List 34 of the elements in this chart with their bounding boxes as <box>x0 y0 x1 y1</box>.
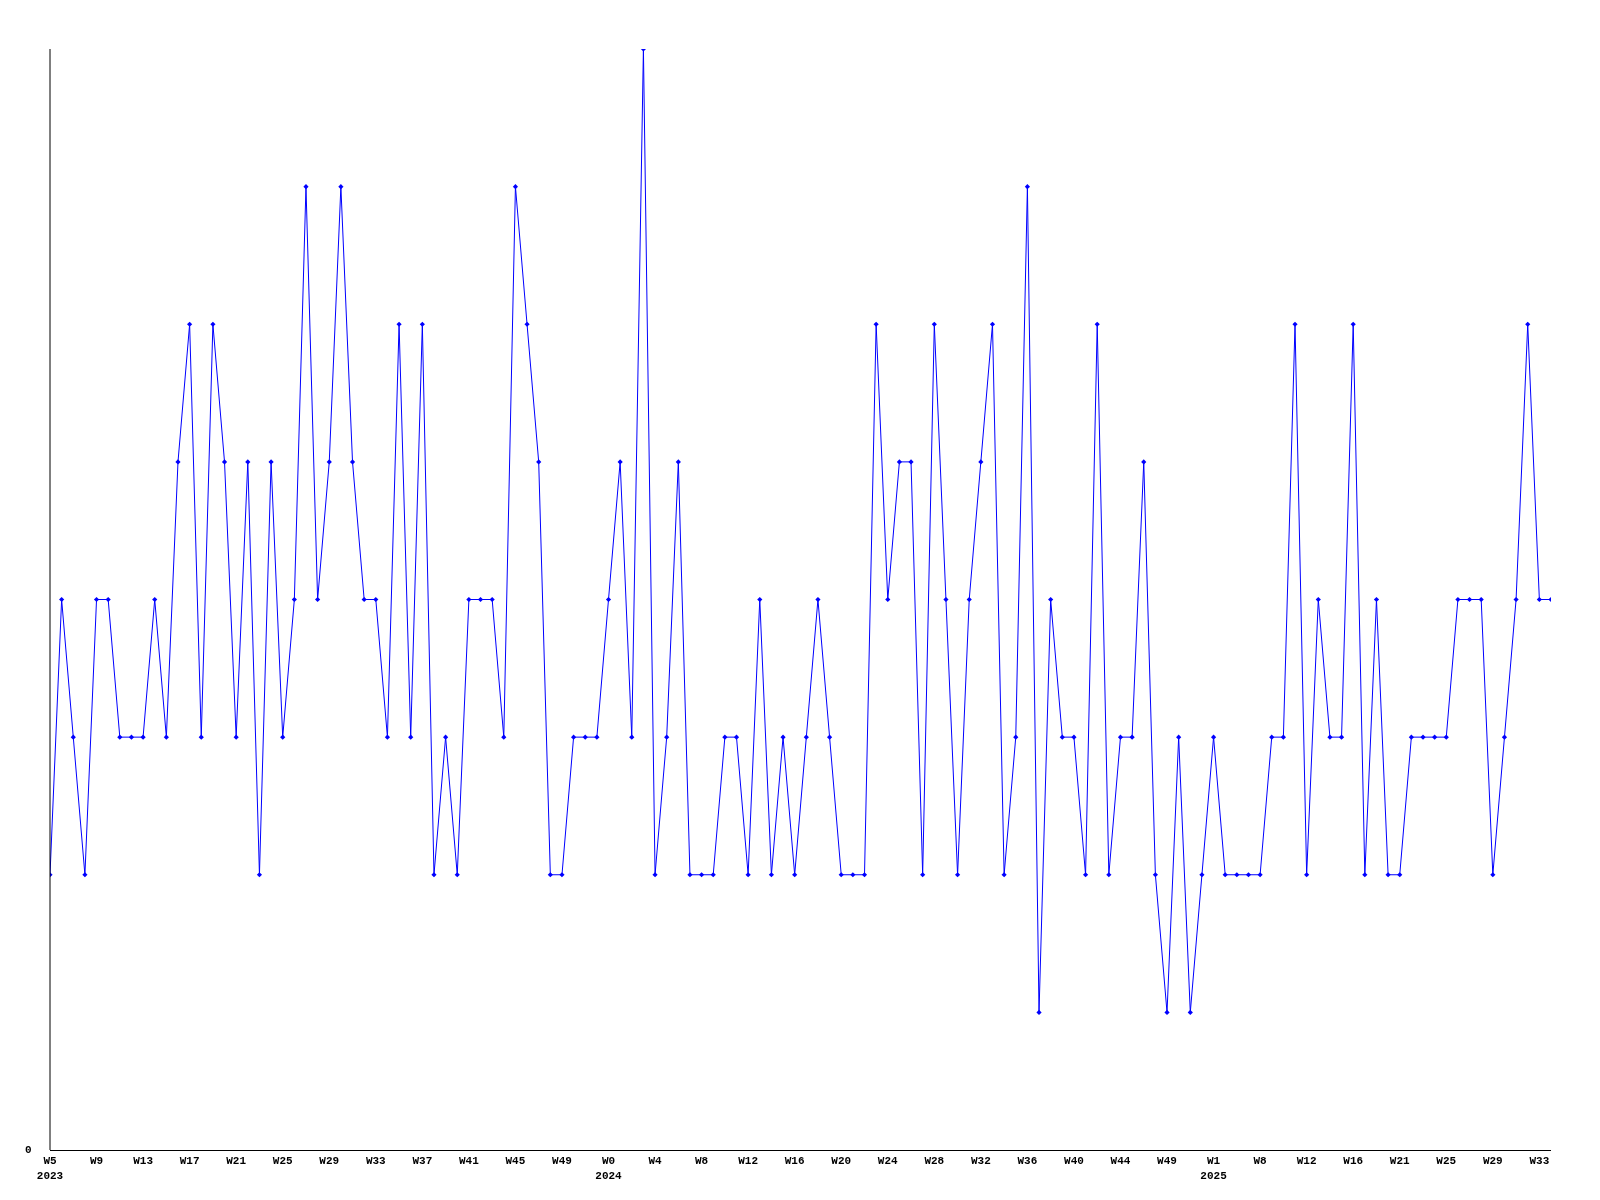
x-tick-label: W29 <box>319 1155 340 1168</box>
x-tick-label: W40 <box>1064 1155 1084 1168</box>
x-tick-label: W4 <box>648 1155 663 1168</box>
x-tick-label: W41 <box>458 1155 480 1168</box>
x-tick-label: W1 2025 <box>1200 1155 1228 1182</box>
x-tick-label: W44 <box>1110 1155 1131 1168</box>
x-tick-label: W12 <box>1296 1155 1317 1168</box>
x-tick-label: W25 <box>1436 1155 1457 1168</box>
text: 0 <box>25 1144 32 1156</box>
x-tick-label: W20 <box>831 1155 852 1168</box>
x-tick-label: W12 <box>738 1155 759 1168</box>
x-tick-label: W32 <box>970 1155 991 1168</box>
x-tick-label: W29 <box>1482 1155 1503 1168</box>
x-tick-label: W8 <box>695 1155 709 1168</box>
x-tick-label: W8 <box>1253 1155 1268 1168</box>
x-tick-label: W33 <box>365 1155 387 1168</box>
x-tick-label: W49 <box>1157 1155 1177 1168</box>
x-tick-label: W16 <box>1343 1155 1364 1168</box>
x-tick-label: W0 2024 <box>595 1155 623 1182</box>
x-tick-label: W21 <box>1389 1155 1411 1168</box>
x-tick-label: W25 <box>272 1155 294 1168</box>
x-tick-label: W33 <box>1529 1155 1550 1168</box>
x-tick-label: W45 <box>505 1155 526 1168</box>
x-tick-label: W13 <box>133 1155 154 1168</box>
x-tick-label: W21 <box>226 1155 247 1168</box>
x-tick-label: W37 <box>412 1155 433 1168</box>
x-tick-label: W24 <box>877 1155 899 1168</box>
x-tick-label: W49 <box>552 1155 572 1168</box>
x-tick-label: W28 <box>924 1155 945 1168</box>
x-tick-label: W16 <box>784 1155 805 1168</box>
x-tick-label: W5 2023 <box>36 1155 64 1182</box>
x-tick-label: W9 <box>89 1155 104 1168</box>
x-tick-label: W17 <box>179 1155 200 1168</box>
x-tick-label: W36 <box>1017 1155 1038 1168</box>
